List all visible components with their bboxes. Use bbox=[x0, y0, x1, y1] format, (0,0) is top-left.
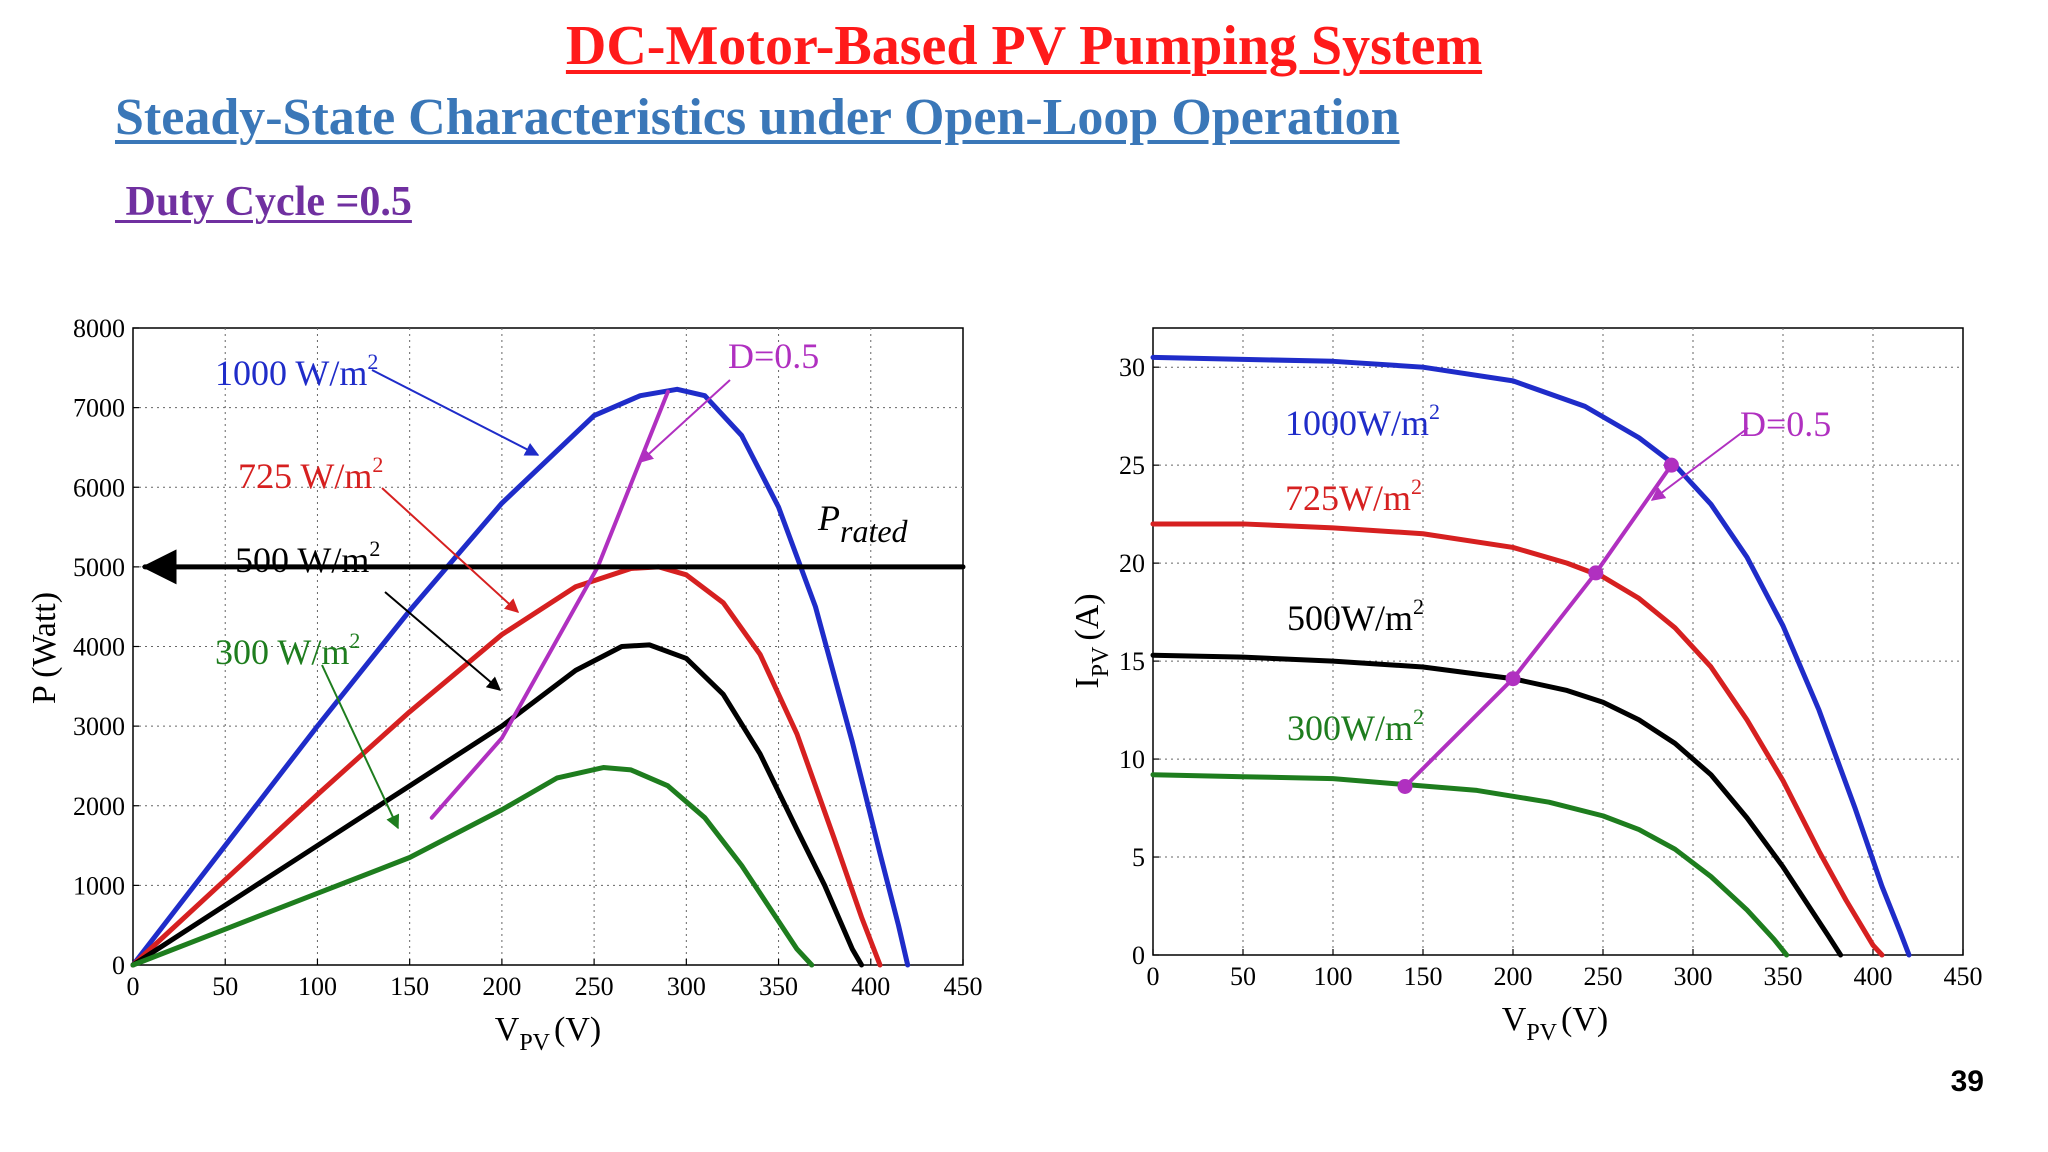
duty-cycle-heading: Duty Cycle =0.5 bbox=[115, 179, 412, 225]
x-tick-label: 450 bbox=[1944, 962, 1983, 991]
x-tick-label: 350 bbox=[1764, 962, 1803, 991]
y-tick-label: 5 bbox=[1132, 843, 1145, 872]
y-tick-label: 3000 bbox=[73, 712, 125, 741]
annotation-label: 1000 W/m2 bbox=[215, 349, 378, 393]
annotation-arrow bbox=[1650, 427, 1749, 501]
annotation-label: 300 W/m2 bbox=[215, 628, 360, 672]
series-line-725w-m2 bbox=[1150, 521, 1885, 958]
x-tick-label: 300 bbox=[1674, 962, 1713, 991]
slide-subtitle: Steady-State Characteristics under Open-… bbox=[115, 89, 1400, 146]
annotation-label: 500W/m2 bbox=[1287, 594, 1424, 638]
y-tick-label: 6000 bbox=[73, 473, 125, 502]
x-tick-label: 150 bbox=[1404, 962, 1443, 991]
series-line-300-w-m2 bbox=[130, 765, 815, 968]
annotation-arrow bbox=[381, 487, 520, 613]
x-tick-label: 100 bbox=[1314, 962, 1353, 991]
y-tick-label: 0 bbox=[112, 951, 125, 980]
x-tick-label: 350 bbox=[759, 972, 798, 1001]
series-line-500-w-m2 bbox=[130, 642, 865, 968]
x-axis-title: VPV (V) bbox=[1502, 1001, 1608, 1046]
annotation-label: 300W/m2 bbox=[1287, 704, 1424, 748]
x-tick-label: 200 bbox=[1494, 962, 1533, 991]
y-tick-label: 5000 bbox=[73, 553, 125, 582]
annotation-arrow bbox=[638, 379, 731, 463]
operating-point bbox=[1663, 457, 1679, 473]
operating-point bbox=[1588, 565, 1604, 581]
y-tick-label: 2000 bbox=[73, 792, 125, 821]
series-line-d-0-5 bbox=[1403, 463, 1674, 789]
series-line-300w-m2 bbox=[1150, 772, 1790, 958]
annotation-label: 500 W/m2 bbox=[235, 536, 380, 580]
annotation-label: 1000W/m2 bbox=[1285, 399, 1440, 443]
plot-area bbox=[1152, 327, 1964, 956]
x-tick-label: 450 bbox=[944, 972, 983, 1001]
y-tick-label: 10 bbox=[1119, 745, 1145, 774]
annotation-arrow bbox=[321, 664, 400, 830]
x-tick-label: 400 bbox=[851, 972, 890, 1001]
y-axis-title: IPV(A) bbox=[1069, 593, 1114, 688]
y-tick-label: 4000 bbox=[73, 633, 125, 662]
x-tick-label: 100 bbox=[298, 972, 337, 1001]
annotation-label: D=0.5 bbox=[1740, 404, 1831, 444]
y-tick-label: 7000 bbox=[73, 394, 125, 423]
y-tick-label: 20 bbox=[1119, 549, 1145, 578]
x-tick-label: 300 bbox=[667, 972, 706, 1001]
annotation-arrow bbox=[371, 369, 540, 456]
operating-point bbox=[1397, 778, 1413, 794]
series-line-500w-m2 bbox=[1150, 652, 1844, 958]
x-tick-label: 250 bbox=[575, 972, 614, 1001]
slide-title: DC-Motor-Based PV Pumping System bbox=[565, 15, 1483, 77]
x-tick-label: 250 bbox=[1584, 962, 1623, 991]
y-tick-label: 30 bbox=[1119, 353, 1145, 382]
annotation-arrow bbox=[384, 591, 502, 691]
annotation-label: 725W/m2 bbox=[1285, 474, 1422, 518]
x-axis-title: VPV (V) bbox=[495, 1011, 601, 1056]
y-tick-label: 15 bbox=[1119, 647, 1145, 676]
y-tick-label: 25 bbox=[1119, 451, 1145, 480]
annotation-label: D=0.5 bbox=[728, 336, 819, 376]
x-tick-label: 50 bbox=[1230, 962, 1256, 991]
gridlines bbox=[1153, 328, 1963, 955]
series-line-1000-w-m2 bbox=[130, 386, 911, 968]
x-tick-label: 150 bbox=[390, 972, 429, 1001]
y-tick-label: 0 bbox=[1132, 941, 1145, 970]
y-axis-title: P (Watt) bbox=[26, 592, 63, 704]
x-tick-label: 400 bbox=[1854, 962, 1893, 991]
y-tick-label: 1000 bbox=[73, 871, 125, 900]
series-line-d-0-5 bbox=[429, 389, 670, 820]
annotation-label: 725 W/m2 bbox=[238, 452, 383, 496]
annotation-label: Prated bbox=[817, 498, 909, 549]
page-number: 39 bbox=[1950, 1065, 1984, 1098]
y-tick-label: 8000 bbox=[73, 314, 125, 343]
x-tick-label: 0 bbox=[127, 972, 140, 1001]
series-line-1000w-m2 bbox=[1150, 354, 1912, 958]
operating-point bbox=[1505, 671, 1521, 687]
x-tick-label: 200 bbox=[482, 972, 521, 1001]
x-tick-label: 0 bbox=[1147, 962, 1160, 991]
x-tick-label: 50 bbox=[212, 972, 238, 1001]
